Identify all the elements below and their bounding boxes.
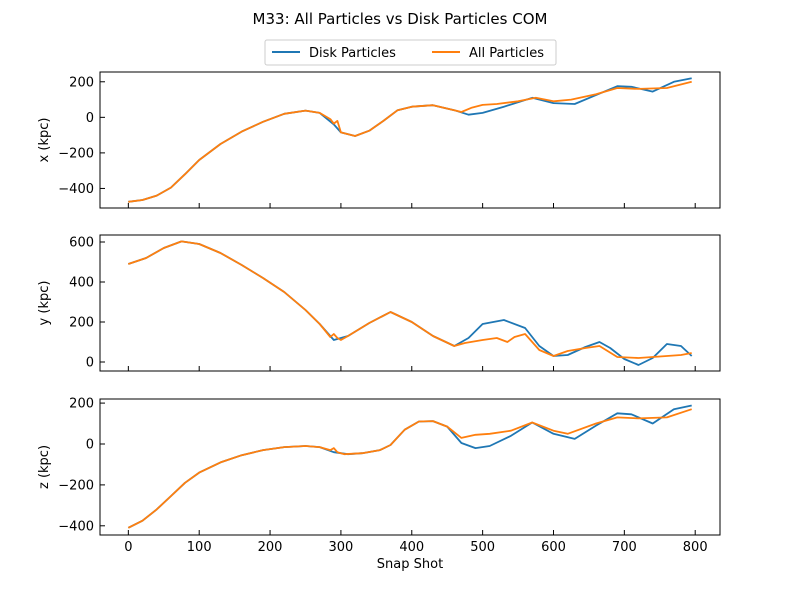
y-tick-label: −400 [58, 182, 94, 197]
y-axis-label: y (kpc) [37, 281, 52, 326]
x-axis-label: Snap Shot [377, 557, 443, 572]
chart-title: M33: All Particles vs Disk Particles COM [253, 10, 548, 28]
x-tick-label: 600 [541, 540, 566, 555]
legend-label-disk: Disk Particles [309, 46, 396, 61]
x-tick-label: 800 [683, 540, 708, 555]
series-line-disk-particles [128, 77, 692, 203]
y-tick-label: 200 [69, 397, 94, 412]
panel-frame [99, 398, 721, 536]
series-line-all-particles [127, 408, 692, 529]
x-tick-label: 100 [187, 540, 212, 555]
y-tick-label: 200 [69, 75, 94, 90]
x-tick-label: 500 [470, 540, 495, 555]
y-axis-label: z (kpc) [37, 445, 52, 489]
y-tick-label: 0 [86, 437, 94, 452]
y-axis-label: x (kpc) [37, 118, 52, 163]
series-line-disk-particles [128, 240, 693, 366]
y-tick-label: −200 [58, 478, 94, 493]
panel-1: −400 −200 0 200 x (kpc) [37, 71, 721, 209]
panel-3: −400 −200 0 200 0 100 200 300 400 500 600 700 800 z (… [37, 397, 721, 555]
y-tick-label: 0 [86, 111, 94, 126]
y-tick-label: 400 [69, 276, 94, 291]
legend-label-all: All Particles [469, 46, 544, 61]
legend-frame [264, 39, 557, 66]
panel-2: 0 200 400 600 y (kpc) [37, 234, 721, 372]
y-tick-label: 0 [86, 356, 94, 371]
series-line-all-particles [128, 80, 692, 203]
y-tick-label: −400 [58, 519, 94, 534]
series-line-all-particles [128, 240, 692, 359]
panel-frame [99, 71, 721, 209]
legend: Disk Particles All Particles [264, 39, 557, 66]
y-tick-label: 200 [69, 316, 94, 331]
x-tick-label: 200 [258, 540, 283, 555]
y-tick-label: 600 [69, 236, 94, 251]
x-tick-label: 0 [124, 540, 132, 555]
x-tick-label: 400 [399, 540, 424, 555]
panel-frame [99, 234, 721, 372]
x-tick-label: 300 [329, 540, 354, 555]
y-tick-label: −200 [58, 146, 94, 161]
x-tick-label: 700 [612, 540, 637, 555]
